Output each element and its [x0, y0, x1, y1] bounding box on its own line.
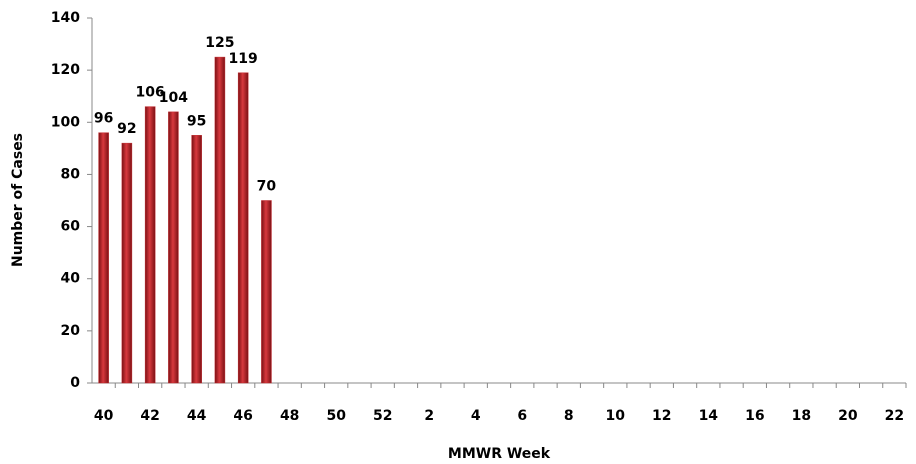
y-tick-label: 140: [51, 10, 80, 26]
bar: [237, 72, 249, 384]
x-tick-label: 44: [187, 408, 207, 424]
bar: [261, 200, 272, 384]
x-axis-title: MMWR Week: [448, 446, 551, 462]
x-tick-label: 52: [373, 408, 392, 424]
y-axis-title: Number of Cases: [10, 133, 26, 267]
data-label: 96: [94, 111, 113, 127]
data-label: 119: [229, 51, 258, 67]
x-tick-label: 42: [140, 408, 159, 424]
bar: [168, 111, 179, 384]
data-label: 106: [136, 85, 165, 101]
x-tick-label: 16: [745, 408, 764, 424]
x-tick-label: 50: [326, 408, 346, 424]
data-label: 92: [117, 121, 136, 137]
y-tick-label: 40: [61, 271, 81, 287]
data-label: 104: [159, 90, 188, 106]
x-tick-label: 22: [885, 408, 904, 424]
bar: [214, 56, 226, 384]
data-label: 70: [257, 179, 277, 195]
bar: [144, 106, 156, 384]
x-tick-label: 18: [792, 408, 811, 424]
y-tick-label: 0: [70, 375, 80, 391]
bar: [121, 142, 133, 384]
x-tick-label: 6: [517, 408, 527, 424]
y-tick-label: 20: [61, 323, 81, 339]
x-tick-label: 10: [606, 408, 626, 424]
data-label: 95: [187, 113, 206, 129]
x-tick-label: 12: [652, 408, 671, 424]
x-tick-label: 20: [838, 408, 858, 424]
x-tick-label: 4: [471, 408, 481, 424]
data-label: 125: [205, 35, 234, 51]
y-tick-label: 60: [61, 219, 81, 235]
x-tick-label: 46: [233, 408, 252, 424]
x-tick-label: 40: [94, 408, 114, 424]
bar: [191, 135, 202, 384]
y-tick-label: 100: [51, 114, 80, 130]
x-tick-label: 48: [280, 408, 299, 424]
x-tick-label: 8: [564, 408, 574, 424]
x-tick-label: 14: [699, 408, 719, 424]
y-tick-label: 80: [61, 166, 81, 182]
y-tick-label: 120: [51, 62, 80, 78]
bar: [98, 132, 109, 384]
x-tick-label: 2: [424, 408, 434, 424]
